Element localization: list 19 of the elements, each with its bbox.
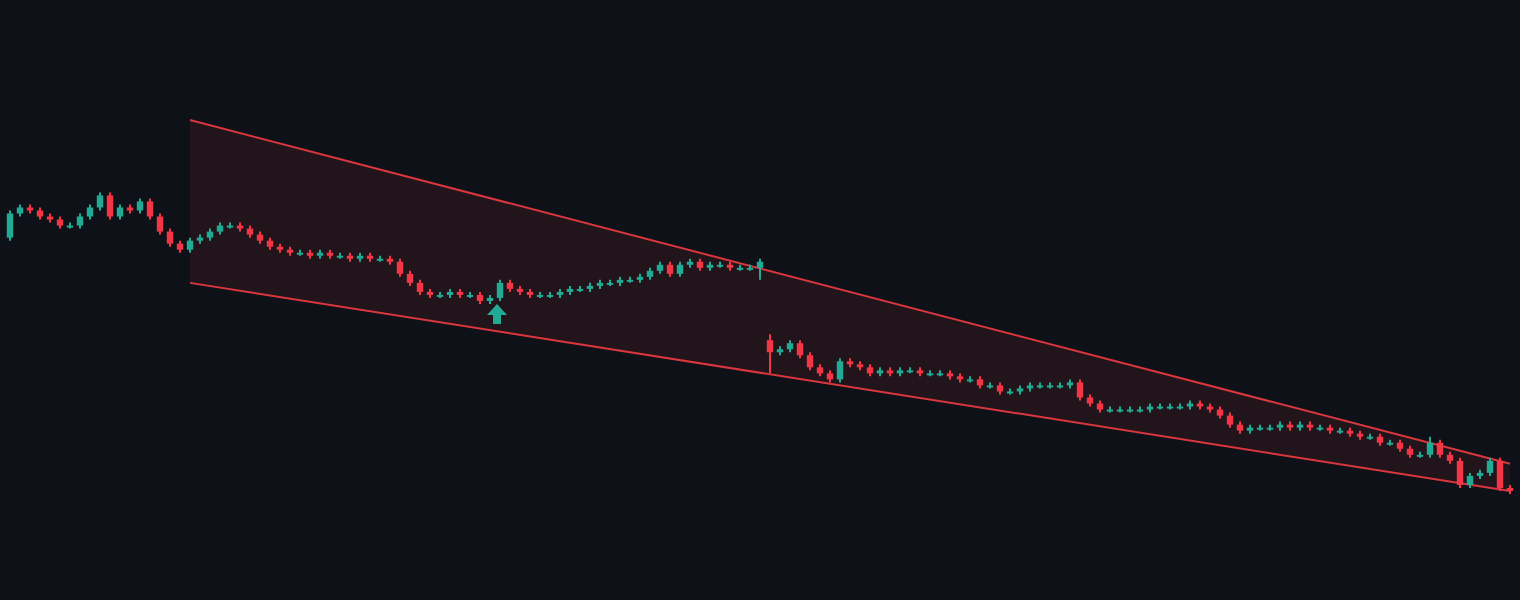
candlestick <box>1496 456 1504 492</box>
candlestick <box>156 212 164 236</box>
candlestick <box>836 357 844 384</box>
candlestick <box>806 351 814 372</box>
candlestick <box>496 278 504 302</box>
candlestick <box>796 339 804 360</box>
candlestick <box>1456 456 1464 489</box>
candlestick <box>146 197 154 221</box>
candlestick <box>1076 378 1084 402</box>
candlestick <box>96 191 104 212</box>
candlestick <box>756 257 764 281</box>
candlestick <box>1426 435 1434 459</box>
candlestick <box>766 333 774 375</box>
candlestick <box>166 227 174 248</box>
candlestick <box>106 191 114 221</box>
candlestick <box>1436 438 1444 459</box>
candlestick <box>1486 456 1494 477</box>
candlestick <box>6 209 14 242</box>
candlestick <box>396 257 404 278</box>
